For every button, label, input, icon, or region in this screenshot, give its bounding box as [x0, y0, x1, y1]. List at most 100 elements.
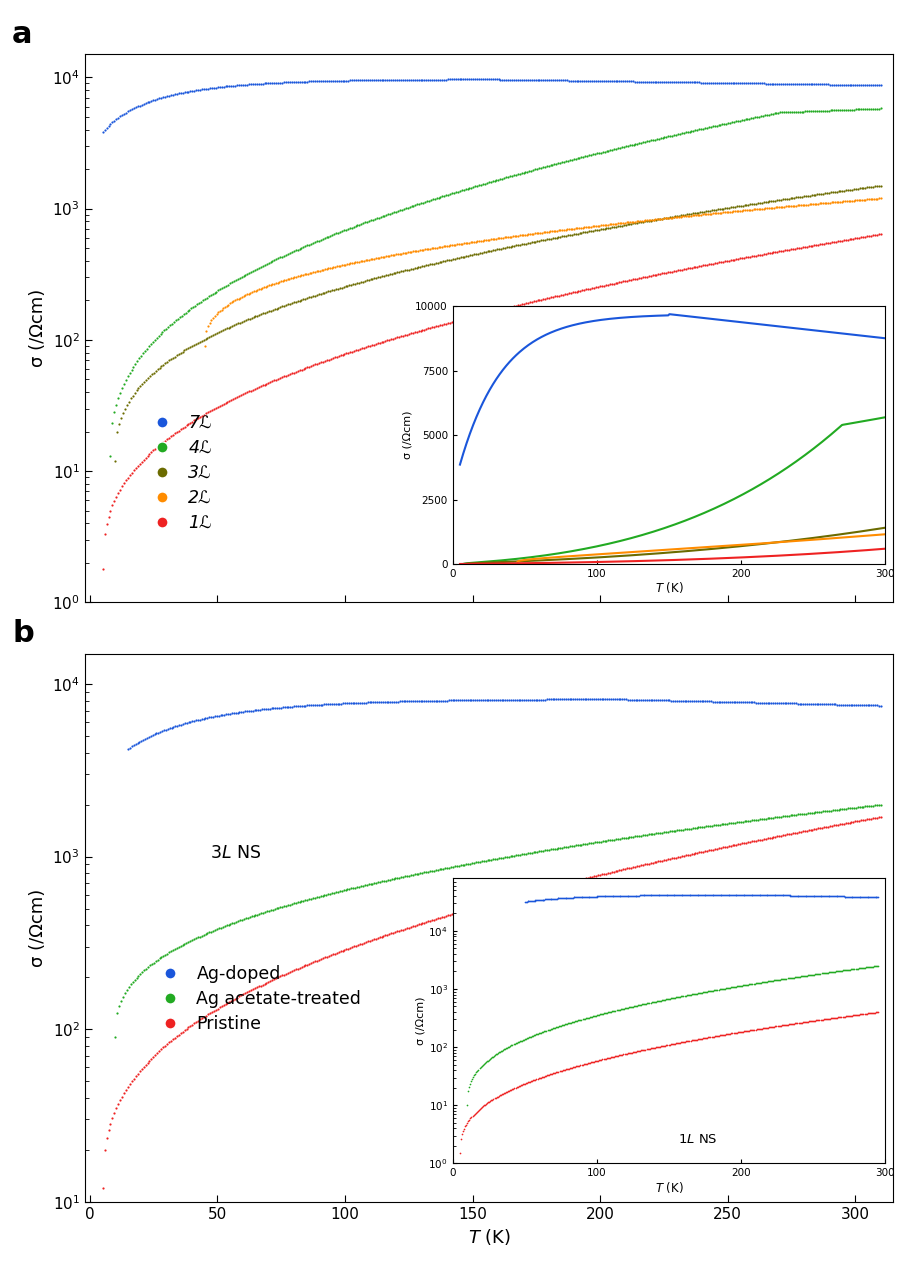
Point — [296, 956, 311, 976]
Point — [463, 232, 478, 252]
Point — [712, 838, 726, 858]
Point — [348, 274, 362, 294]
Point — [125, 737, 139, 757]
Point — [632, 825, 646, 846]
Point — [337, 276, 351, 297]
Point — [509, 886, 524, 907]
Point — [240, 908, 255, 928]
Point — [722, 198, 736, 218]
Point — [702, 204, 717, 224]
Point — [389, 245, 403, 265]
Point — [692, 256, 707, 276]
Point — [597, 214, 612, 235]
Point — [700, 691, 714, 711]
Point — [862, 75, 877, 95]
Point — [791, 74, 806, 94]
Point — [743, 194, 757, 214]
Point — [282, 269, 297, 289]
Point — [378, 926, 392, 946]
Point — [783, 805, 798, 825]
Point — [343, 694, 358, 714]
Point — [668, 261, 683, 281]
Point — [847, 695, 862, 715]
Point — [312, 71, 326, 91]
Point — [858, 178, 873, 198]
Point — [681, 691, 696, 711]
Point — [817, 75, 832, 95]
Point — [649, 823, 664, 843]
Point — [355, 933, 370, 954]
Point — [138, 369, 153, 389]
Point — [208, 999, 223, 1019]
Point — [845, 812, 859, 832]
Point — [121, 739, 136, 760]
Point — [668, 847, 683, 867]
Point — [361, 874, 376, 894]
Point — [829, 75, 844, 95]
Point — [635, 71, 650, 91]
Point — [649, 72, 664, 93]
Point — [226, 271, 241, 292]
Point — [635, 825, 650, 846]
Point — [547, 70, 562, 90]
Point — [213, 77, 227, 98]
Point — [181, 339, 195, 359]
Point — [575, 71, 590, 91]
Point — [160, 943, 174, 964]
Point — [558, 284, 572, 304]
Point — [237, 311, 251, 331]
Point — [744, 692, 758, 713]
Point — [624, 690, 639, 710]
Point — [831, 799, 845, 819]
Point — [767, 198, 781, 218]
Point — [814, 193, 829, 213]
Point — [514, 70, 529, 90]
Point — [269, 273, 283, 293]
Point — [748, 193, 763, 213]
Point — [415, 256, 430, 276]
Point — [692, 204, 707, 224]
Point — [301, 264, 315, 284]
Point — [675, 123, 690, 143]
Point — [614, 216, 629, 236]
Point — [194, 331, 209, 351]
Point — [850, 75, 865, 95]
Point — [481, 172, 496, 193]
Point — [234, 385, 249, 406]
Point — [760, 692, 775, 713]
Point — [425, 238, 439, 259]
Point — [426, 70, 441, 90]
Point — [390, 922, 404, 942]
Point — [474, 175, 489, 195]
Point — [604, 274, 619, 294]
Point — [848, 228, 863, 249]
Point — [260, 74, 274, 94]
Point — [609, 213, 624, 233]
Point — [665, 72, 679, 93]
Point — [604, 862, 619, 883]
Point — [826, 695, 841, 715]
Point — [717, 202, 732, 222]
Point — [275, 271, 290, 292]
Point — [771, 103, 786, 123]
Point — [202, 327, 216, 347]
Point — [549, 875, 564, 895]
Point — [447, 249, 462, 269]
Point — [846, 190, 861, 210]
Point — [826, 75, 841, 95]
Point — [845, 798, 859, 818]
Point — [586, 145, 601, 165]
Point — [251, 74, 266, 94]
Point — [111, 108, 126, 128]
Point — [712, 72, 726, 93]
Point — [498, 690, 513, 710]
Point — [596, 275, 611, 295]
Point — [178, 303, 193, 323]
Point — [757, 243, 771, 264]
Point — [616, 213, 631, 233]
Point — [800, 236, 814, 256]
Point — [736, 200, 751, 221]
Point — [806, 194, 821, 214]
Point — [403, 865, 418, 885]
Point — [577, 217, 591, 237]
